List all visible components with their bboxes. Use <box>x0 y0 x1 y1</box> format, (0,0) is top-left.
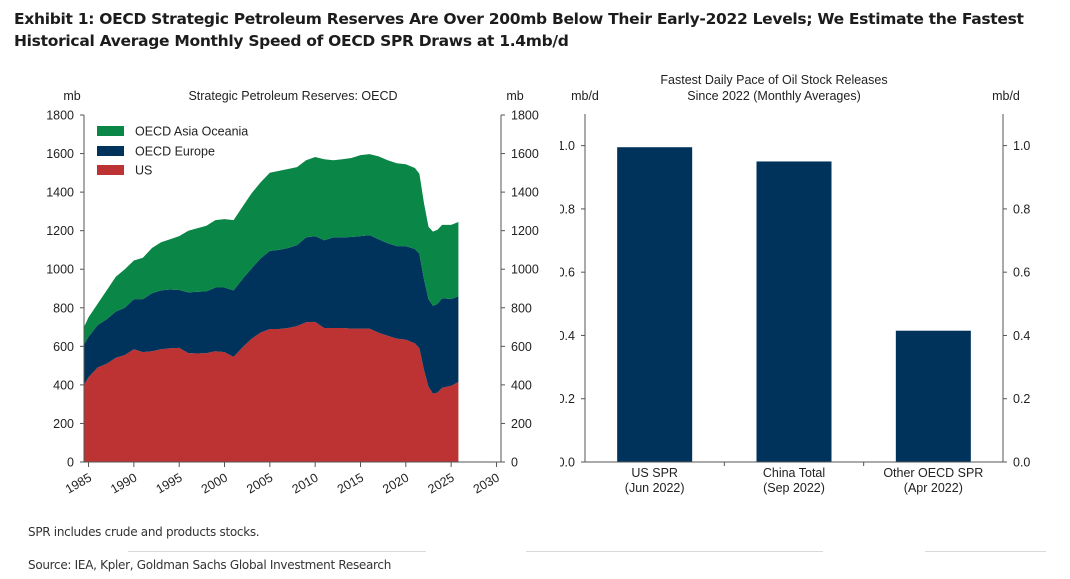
x-tick-label: 2010 <box>290 470 321 496</box>
legend-label-us: US <box>135 164 152 178</box>
divider <box>128 551 426 552</box>
right-y-tick-label: 1000 <box>511 263 539 277</box>
divider <box>925 551 1046 552</box>
area-us <box>84 321 459 462</box>
x-tick-label: 1990 <box>108 470 139 496</box>
left-y-tick-label: 1400 <box>46 186 74 200</box>
exhibit-title: Exhibit 1: OECD Strategic Petroleum Rese… <box>14 10 1024 50</box>
right-y-tick-label: 400 <box>511 378 532 392</box>
right-y-unit-label: mb <box>506 89 523 103</box>
x-tick-label: 2030 <box>471 470 502 496</box>
right-y-tick-label: 0.0 <box>1013 456 1030 470</box>
right-y-tick-label: 1800 <box>511 109 539 123</box>
right-y-tick-label: 200 <box>511 417 532 431</box>
x-tick-label: 1995 <box>154 470 185 496</box>
left-y-unit-label: mb <box>63 89 80 103</box>
bar <box>756 161 832 463</box>
left-y-tick-label: 0.8 <box>560 202 575 216</box>
right-y-tick-label: 0.8 <box>1013 202 1030 216</box>
x-tick-label: 2000 <box>199 470 230 496</box>
right-y-tick-label: 0.6 <box>1013 266 1030 280</box>
category-label: US SPR <box>631 466 678 480</box>
right-y-tick-label: 1400 <box>511 186 539 200</box>
left-y-tick-label: 0.0 <box>560 456 575 470</box>
left-y-tick-label: 1.0 <box>560 139 575 153</box>
left-y-tick-label: 200 <box>53 417 74 431</box>
right-y-tick-label: 600 <box>511 340 532 354</box>
legend-swatch-us <box>97 165 124 175</box>
x-tick-label: 2025 <box>426 470 457 496</box>
area-chart-title: Strategic Petroleum Reserves: OECD <box>188 89 397 103</box>
category-label: China Total <box>763 466 825 480</box>
left-y-tick-label: 0.4 <box>560 329 575 343</box>
left-y-tick-label: 0.6 <box>560 266 575 280</box>
bar-right-y-unit-label: mb/d <box>992 89 1020 103</box>
left-y-tick-label: 1600 <box>46 147 74 161</box>
x-tick-label: 1985 <box>63 470 94 496</box>
bar-chart-title-line-1: Fastest Daily Pace of Oil Stock Releases <box>660 73 887 87</box>
left-y-tick-label: 600 <box>53 340 74 354</box>
area-oecd-asia-oceania <box>84 154 459 345</box>
bar-chart: Fastest Daily Pace of Oil Stock Releases… <box>560 73 1030 495</box>
category-sublabel: (Sep 2022) <box>763 481 825 495</box>
right-y-tick-label: 0.4 <box>1013 329 1030 343</box>
right-y-tick-label: 0 <box>511 456 518 470</box>
legend-swatch-europe <box>97 146 124 156</box>
right-y-tick-label: 1.0 <box>1013 139 1030 153</box>
area-chart: Strategic Petroleum Reserves: OECD mb mb… <box>46 89 539 497</box>
category-label: Other OECD SPR <box>883 466 983 480</box>
bar <box>895 330 971 462</box>
right-y-tick-label: 1200 <box>511 224 539 238</box>
legend-label-asia-oceania: OECD Asia Oceania <box>135 125 248 139</box>
legend-swatch-asia-oceania <box>97 126 124 136</box>
source-note: Source: IEA, Kpler, Goldman Sachs Global… <box>28 558 392 572</box>
right-y-tick-label: 0.2 <box>1013 392 1030 406</box>
right-y-tick-label: 800 <box>511 301 532 315</box>
legend-label-europe: OECD Europe <box>135 145 215 159</box>
left-y-tick-label: 1000 <box>46 263 74 277</box>
right-y-tick-label: 1600 <box>511 147 539 161</box>
legend: OECD Asia Oceania OECD Europe US <box>97 125 248 178</box>
bar-left-y-unit-label: mb/d <box>571 89 599 103</box>
left-y-tick-label: 0 <box>67 456 74 470</box>
x-tick-label: 2015 <box>335 470 366 496</box>
left-y-tick-label: 400 <box>53 378 74 392</box>
bar-chart-title-line-2: Since 2022 (Monthly Averages) <box>687 89 860 103</box>
divider <box>526 551 823 552</box>
category-sublabel: (Apr 2022) <box>904 481 963 495</box>
left-y-tick-label: 0.2 <box>560 392 575 406</box>
x-tick-label: 2005 <box>244 470 275 496</box>
left-y-tick-label: 1800 <box>46 109 74 123</box>
bar <box>617 147 693 462</box>
area-oecd-europe <box>84 235 459 394</box>
left-y-tick-label: 1200 <box>46 224 74 238</box>
left-y-tick-label: 800 <box>53 301 74 315</box>
footnote: SPR includes crude and products stocks. <box>28 525 260 539</box>
category-sublabel: (Jun 2022) <box>625 481 685 495</box>
x-tick-label: 2020 <box>380 470 411 496</box>
